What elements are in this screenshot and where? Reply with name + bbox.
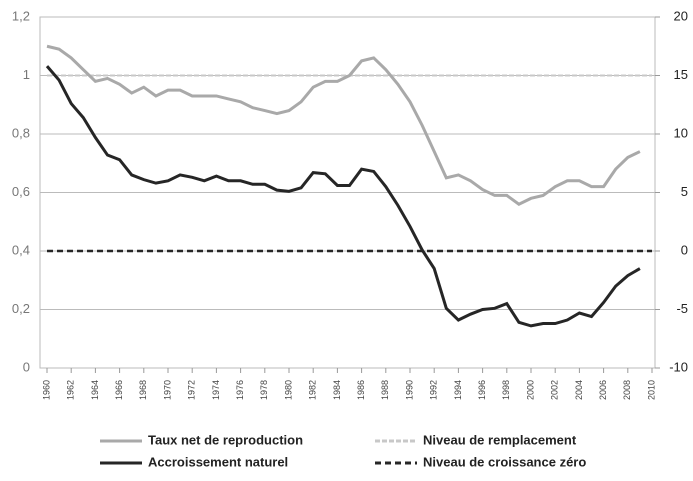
x-tick-label: 1990 [404,380,414,400]
x-tick-label: 1998 [501,380,511,400]
x-tick-label: 1962 [66,380,76,400]
x-tick-label: 1980 [283,380,293,400]
data-line [46,44,641,206]
y-tick-label: 0,8 [12,125,30,140]
x-tick-label: 1996 [477,380,487,400]
x-tick-label: 1986 [356,380,366,400]
y2-tick-label: 10 [674,125,688,140]
y2-tick-label: -10 [669,359,688,374]
y-tick-label: 1,2 [12,8,30,23]
y-tick-label: 0,6 [12,184,30,199]
x-tick-label: 1976 [235,380,245,400]
y2-tick-label: 0 [681,242,688,257]
x-tick-label: 2000 [525,380,535,400]
y-tick-label: 0 [23,359,30,374]
y2-tick-label: 5 [681,184,688,199]
legend-label: Niveau de croissance zéro [423,454,586,469]
y-tick-label: 0,4 [12,242,30,257]
x-tick-label: 1960 [41,380,51,400]
y-tick-label: 1 [23,67,30,82]
x-tick-label: 1966 [114,380,124,400]
legend-label: Accroissement naturel [148,454,288,469]
x-tick-label: 2006 [598,380,608,400]
x-tick-label: 1992 [429,380,439,400]
x-tick-label: 1982 [308,380,318,400]
x-tick-label: 1970 [162,380,172,400]
legend-label: Taux net de reproduction [148,432,303,447]
x-tick-label: 1974 [211,380,221,400]
x-tick-label: 2002 [550,380,560,400]
y2-tick-label: 20 [674,8,688,23]
x-tick-label: 1994 [453,380,463,400]
x-tick-label: 1964 [90,380,100,400]
x-tick-label: 1968 [138,380,148,400]
y-tick-label: 0,2 [12,301,30,316]
x-tick-label: 2004 [574,380,584,400]
x-tick-label: 2010 [646,380,656,400]
y2-tick-label: -5 [676,301,688,316]
x-tick-label: 2008 [622,380,632,400]
x-tick-label: 1988 [380,380,390,400]
legend-label: Niveau de remplacement [423,432,577,447]
x-tick-label: 1984 [332,380,342,400]
y2-tick-label: 15 [674,67,688,82]
data-line [45,65,641,328]
x-tick-label: 1972 [187,380,197,400]
x-tick-label: 1978 [259,380,269,400]
